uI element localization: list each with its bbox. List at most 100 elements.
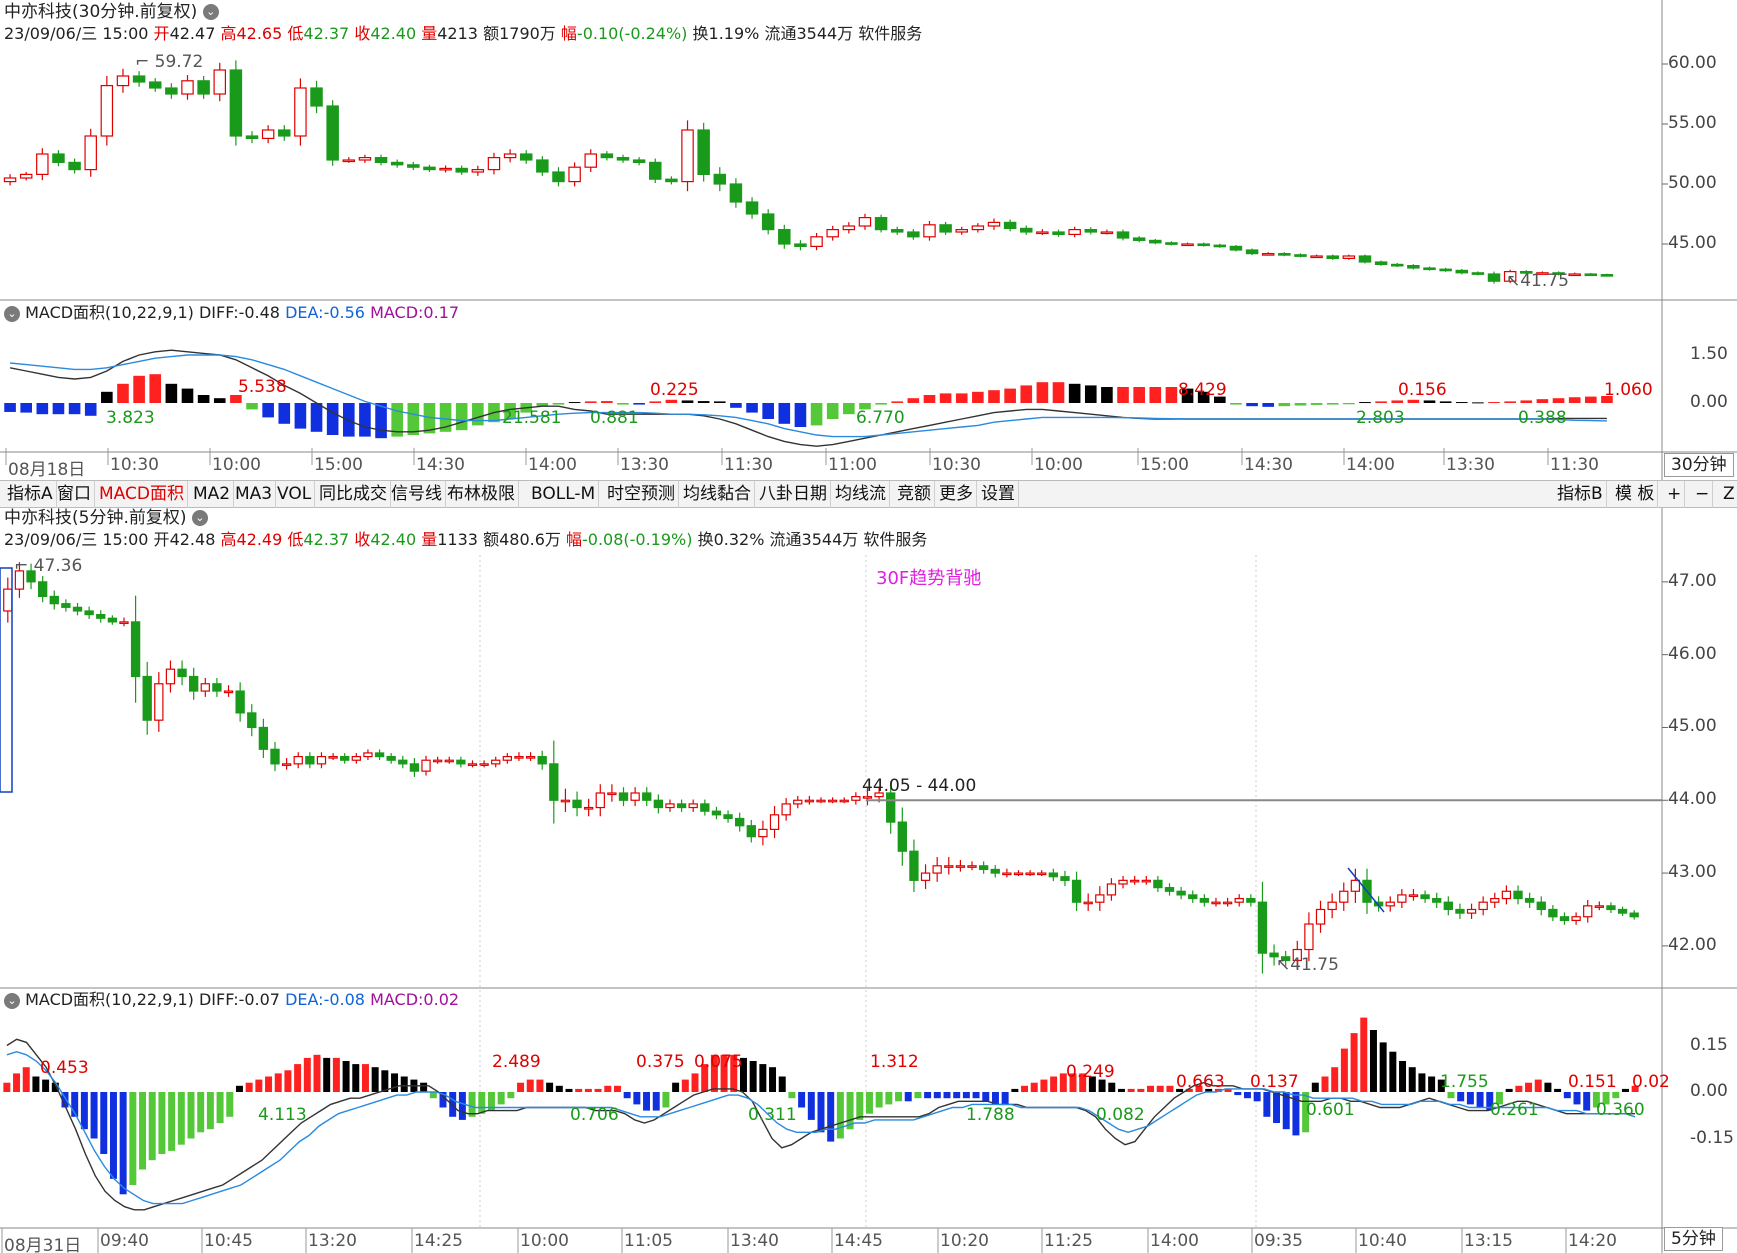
bottom-macd-area-label: 0.311 [748,1105,797,1125]
bottom-macd-bar [662,1092,670,1108]
toolbar-right-item[interactable]: 模 板 [1612,481,1659,508]
toolbar-item[interactable]: 均线黏合 [680,481,755,508]
top-sector: 软件服务 [858,24,923,43]
bottom-timeframe-label[interactable]: 5分钟 [1664,1227,1723,1251]
top-candle [36,153,49,175]
top-macd-bar [310,403,323,432]
bottom-y-tick: 47.00 [1668,570,1717,591]
top-change: -0.10(-0.24%) [576,24,688,43]
bottom-macd-bar [1428,1076,1436,1092]
chevron-down-icon[interactable]: ⌄ [4,992,20,1009]
top-macd-diff: -0.48 [238,303,280,322]
toolbar-item[interactable]: 竞额 [894,481,935,508]
bottom-x-tick: 10:00 [520,1231,569,1251]
top-macd-diff-label: DIFF: [198,303,239,322]
top-candle [1020,227,1033,233]
bottom-candle [688,803,698,809]
top-low-annotation: ↖41.75 [1506,271,1569,291]
top-y-tick: 50.00 [1668,173,1717,193]
bottom-candle [793,799,803,805]
toolbar-item[interactable]: MA2 [190,481,235,508]
toolbar-item[interactable]: 窗口 [54,481,95,508]
bottom-candle [432,759,443,763]
bottom-macd-bar [1476,1092,1484,1108]
toolbar-item[interactable]: 均线流 [832,481,890,508]
top-macd-bar [633,403,645,405]
top-macd-bar [197,395,210,403]
bottom-macd-area-label: 0.261 [1490,1100,1539,1120]
top-candle [584,153,597,168]
top-amount-label: 额 [483,24,500,43]
toolbar-item[interactable]: 指标A [4,481,57,508]
top-macd-bar [1101,387,1113,403]
top-macd-area-label: 0.225 [650,380,699,400]
chevron-down-icon[interactable]: ⌄ [4,305,20,322]
bottom-candle [1071,879,1082,903]
bottom-macd-y-tick: 0.15 [1690,1034,1728,1055]
bottom-macd-bar [759,1064,767,1092]
toolbar-item[interactable]: 布林极限 [444,481,519,508]
toolbar-right-item[interactable]: Z [1720,481,1737,508]
top-candle [1052,231,1065,236]
top-candle [471,169,485,173]
top-timeframe-label[interactable]: 30分钟 [1664,453,1734,477]
top-macd-bar [1375,401,1387,403]
toolbar-item[interactable]: 同比成交 [316,481,391,508]
bottom-macd-area-label: 1.788 [966,1105,1015,1125]
bottom-candle [165,668,176,685]
bottom-macd-bar [80,1092,88,1130]
top-x-tick: 11:30 [1550,455,1599,475]
top-candle [890,229,904,233]
chevron-down-icon[interactable]: ⌄ [202,4,219,20]
bottom-macd-bar [332,1057,340,1092]
toolbar-item[interactable]: 更多 [936,481,977,508]
top-macd-bar [1423,400,1436,403]
top-macd-bar [601,401,613,403]
bottom-high-annotation: ⌐ 47.36 [14,556,83,576]
bottom-candle [281,763,292,766]
bottom-macd-bar [1360,1017,1368,1092]
toolbar-right-item[interactable]: 指标B [1554,481,1607,508]
top-macd-bar [423,403,436,434]
top-candle [1439,268,1452,272]
top-candle [1358,255,1372,263]
top-macd-bar [536,403,549,407]
bottom-high: 42.49 [236,530,283,549]
bottom-candle [583,806,594,810]
top-macd-bar [907,398,920,403]
bottom-macd-bar [197,1092,205,1133]
chevron-down-icon[interactable]: ⌄ [191,510,208,526]
toolbar-item[interactable]: MACD面积 [96,481,188,508]
toolbar-item[interactable]: 信号线 [388,481,446,508]
top-candle [1165,242,1178,245]
bottom-macd-bar [1321,1076,1329,1092]
bottom-candle [1501,890,1512,900]
toolbar-right-item[interactable]: − [1692,481,1714,508]
top-macd-bar [278,403,291,424]
bottom-macd-bar [342,1061,350,1092]
top-candle [19,173,33,179]
top-candle [1407,265,1420,269]
top-macd-bar [1407,399,1420,403]
bottom-candle [827,799,838,803]
top-candle [326,105,339,161]
bottom-candle [1199,897,1210,903]
bottom-candle [340,755,350,761]
bottom-macd-bar [1050,1076,1058,1092]
bottom-candle [1594,905,1605,908]
top-date: 23/09/06/三 15:00 [4,24,149,43]
toolbar-item[interactable]: BOLL-M [528,481,600,508]
toolbar-item[interactable]: VOL [274,481,316,508]
bottom-macd-bar [1195,1085,1203,1092]
top-macd-bar [552,403,565,405]
bottom-macd-bar [1224,1088,1232,1092]
top-candle [1278,253,1291,256]
trend-arrow [1347,867,1385,913]
toolbar-item[interactable]: 设置 [978,481,1019,508]
toolbar-item[interactable]: 时空预测 [604,481,679,508]
toolbar-item[interactable]: 八卦日期 [756,481,831,508]
toolbar-right-item[interactable]: + [1664,481,1686,508]
bottom-x-tick: 10:45 [204,1231,253,1251]
bottom-macd-bar [265,1076,273,1092]
toolbar-item[interactable]: MA3 [232,481,277,508]
